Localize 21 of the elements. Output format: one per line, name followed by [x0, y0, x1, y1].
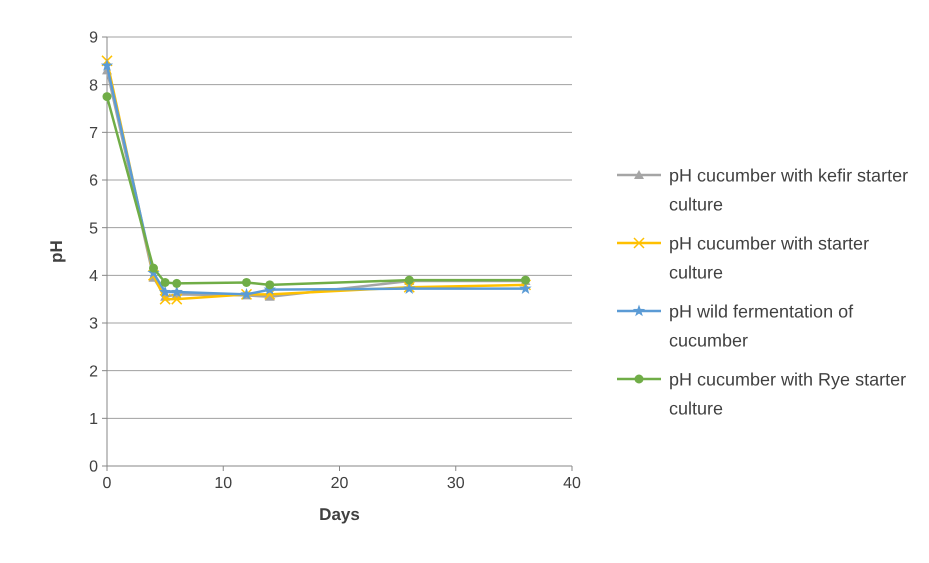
y-tick-label: 1: [89, 410, 98, 428]
x-tick-label: 30: [446, 475, 465, 492]
y-tick-label: 7: [89, 124, 98, 142]
y-axis-title: pH: [47, 240, 66, 263]
y-tick-label: 9: [89, 30, 98, 47]
y-tick-label: 6: [89, 172, 98, 190]
legend-label: pH cucumber with kefir starter culture: [669, 165, 908, 214]
legend-label: pH wild fermentation of cucumber: [669, 301, 854, 350]
y-tick-label: 0: [89, 458, 98, 476]
x-axis-title: Days: [319, 505, 360, 524]
x-tick-label: 10: [214, 475, 232, 492]
x-tick-label: 0: [102, 475, 112, 492]
legend-label: pH cucumber with starter culture: [669, 233, 870, 282]
y-tick-label: 8: [89, 77, 98, 94]
legend-label: pH cucumber with Rye starter culture: [669, 369, 906, 418]
y-tick-label: 5: [89, 220, 98, 238]
x-tick-label: 20: [330, 475, 348, 492]
y-tick-label: 4: [89, 268, 98, 285]
x-tick-label: 40: [563, 475, 581, 492]
y-tick-label: 3: [89, 316, 98, 333]
y-tick-label: 2: [89, 363, 98, 380]
